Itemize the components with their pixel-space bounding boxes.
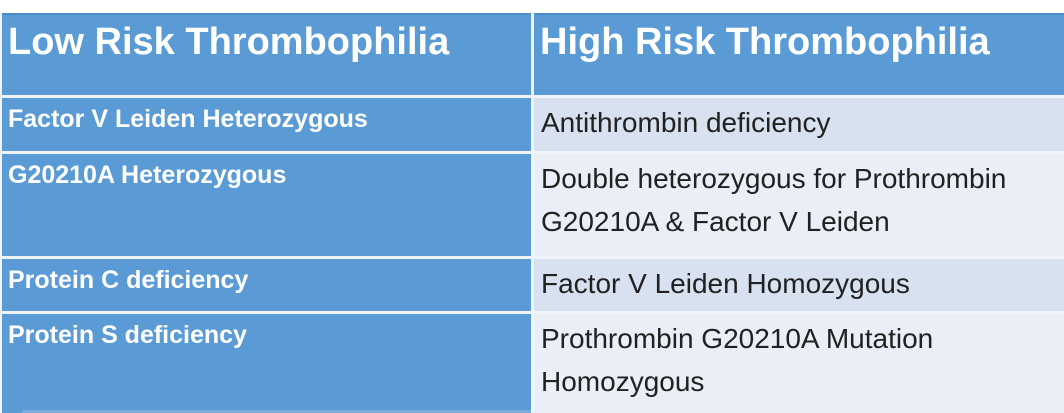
- cell-high-risk-row-4: Prothrombin G20210A Mutation Homozygous: [534, 314, 1064, 413]
- cell-low-risk-row-4: Protein S deficiency: [2, 314, 531, 413]
- cell-high-risk-row-2: Double heterozygous for Prothrombin G202…: [534, 154, 1064, 256]
- cell-high-risk-row-3: Factor V Leiden Homozygous: [534, 259, 1064, 311]
- cell-high-risk-row-1: Antithrombin deficiency: [534, 98, 1064, 151]
- partial-next-row-edge: [22, 410, 531, 413]
- thrombophilia-risk-table: Low Risk Thrombophilia High Risk Thrombo…: [0, 13, 1064, 413]
- column-header-low-risk: Low Risk Thrombophilia: [2, 13, 531, 95]
- cell-low-risk-row-1: Factor V Leiden Heterozygous: [2, 98, 531, 151]
- column-header-high-risk: High Risk Thrombophilia: [534, 13, 1064, 95]
- cell-low-risk-row-3: Protein C deficiency: [2, 259, 531, 311]
- cell-low-risk-row-2: G20210A Heterozygous: [2, 154, 531, 256]
